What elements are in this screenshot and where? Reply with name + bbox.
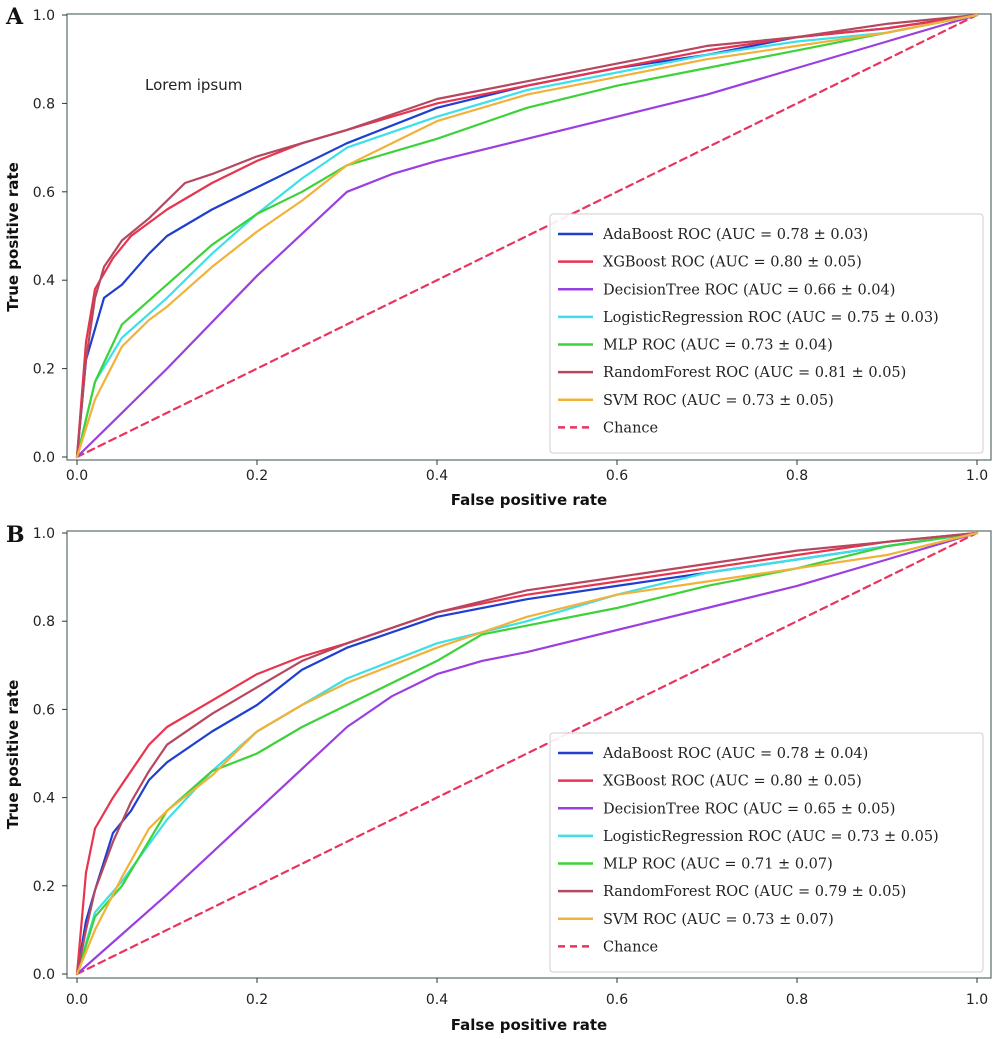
series-line-decisiontree	[75, 531, 979, 976]
y-tick-label: 0.6	[33, 702, 55, 718]
annotation-text: Lorem ipsum	[145, 76, 242, 94]
series-line-decisiontree	[75, 13, 979, 459]
series-line-chance	[75, 13, 979, 459]
legend-entry-label: DecisionTree ROC (AUC = 0.65 ± 0.05)	[603, 801, 895, 817]
series-line-randomforest	[75, 531, 979, 976]
chart-panel-A: A 0.0 0.2 0.4 0.6 0.8 1.0 0.0 0.2 0.4 0.6 0.8 1.0 Fal…	[4, 4, 992, 509]
legend: AdaBoost ROC (AUC = 0.78 ± 0.03) XGBoost …	[549, 213, 984, 454]
x-tick-label: 0.6	[606, 992, 628, 1008]
legend-box	[549, 213, 984, 454]
axes-frame	[66, 530, 992, 979]
legend-entry-label: XGBoost ROC (AUC = 0.80 ± 0.05)	[603, 774, 862, 790]
x-tick-label: 0.8	[786, 992, 808, 1008]
y-axis-title: True positive rate	[4, 680, 22, 830]
x-tick-label: 0.6	[606, 468, 628, 484]
y-tick-label: 0.6	[33, 185, 55, 201]
legend-box	[549, 732, 984, 973]
legend-entry-label: MLP ROC (AUC = 0.71 ± 0.07)	[603, 857, 833, 873]
x-tick-label: 0.0	[66, 992, 88, 1008]
y-tick-label: 0.2	[33, 362, 55, 378]
x-tick-label: 0.2	[246, 468, 268, 484]
y-tick-label: 0.8	[33, 96, 55, 112]
x-tick-label: 0.4	[426, 992, 448, 1008]
legend-entry-label: MLP ROC (AUC = 0.73 ± 0.04)	[603, 338, 833, 354]
chart-panel-B: B 0.0 0.2 0.4 0.6 0.8 1.0 0.0 0.2 0.4 0.6 0.8 1.0 Fal…	[4, 522, 992, 1034]
x-tick-label: 0.0	[66, 468, 88, 484]
axes-frame	[66, 13, 992, 461]
y-axis-title: True positive rate	[4, 162, 22, 312]
x-tick-label: 0.8	[786, 468, 808, 484]
series-line-logisticregression	[75, 13, 979, 459]
series-line-randomforest	[75, 13, 979, 459]
legend-entry-label: Chance	[603, 420, 658, 436]
legend-entry-label: SVM ROC (AUC = 0.73 ± 0.05)	[603, 393, 834, 409]
x-tick-label: 0.4	[426, 468, 448, 484]
series-line-mlp	[75, 531, 979, 976]
series-line-chance	[75, 531, 979, 976]
legend-entry-label: Chance	[603, 939, 658, 955]
legend-entry-label: LogisticRegression ROC (AUC = 0.75 ± 0.0…	[603, 310, 939, 326]
legend: AdaBoost ROC (AUC = 0.78 ± 0.04) XGBoost …	[549, 732, 984, 973]
x-axis-title: False positive rate	[451, 1016, 607, 1034]
series-line-svm	[75, 531, 979, 976]
x-tick-label: 1.0	[966, 992, 988, 1008]
legend-entry-label: RandomForest ROC (AUC = 0.81 ± 0.05)	[603, 365, 906, 381]
legend-entry-label: AdaBoost ROC (AUC = 0.78 ± 0.04)	[602, 746, 868, 762]
x-tick-label: 1.0	[966, 468, 988, 484]
y-tick-label: 0.4	[33, 791, 55, 807]
legend-entry-label: SVM ROC (AUC = 0.73 ± 0.07)	[603, 912, 834, 928]
y-tick-label: 1.0	[33, 526, 55, 542]
legend-entry-label: RandomForest ROC (AUC = 0.79 ± 0.05)	[603, 884, 906, 900]
y-tick-label: 0.2	[33, 879, 55, 895]
y-tick-label: 1.0	[33, 8, 55, 24]
panel-letter: A	[5, 4, 24, 30]
y-tick-label: 0.8	[33, 614, 55, 630]
legend-entry-label: LogisticRegression ROC (AUC = 0.73 ± 0.0…	[603, 829, 939, 845]
series-line-xgboost	[75, 531, 979, 976]
legend-entry-label: AdaBoost ROC (AUC = 0.78 ± 0.03)	[602, 227, 868, 243]
x-axis-title: False positive rate	[451, 491, 607, 509]
series-line-svm	[75, 13, 979, 459]
x-tick-label: 0.2	[246, 992, 268, 1008]
y-tick-label: 0.0	[33, 967, 55, 983]
y-tick-label: 0.4	[33, 273, 55, 289]
y-tick-label: 0.0	[33, 450, 55, 466]
legend-entry-label: DecisionTree ROC (AUC = 0.66 ± 0.04)	[603, 282, 895, 298]
panel-letter: B	[6, 522, 25, 548]
legend-entry-label: XGBoost ROC (AUC = 0.80 ± 0.05)	[603, 255, 862, 271]
series-line-adaboost	[75, 13, 979, 459]
